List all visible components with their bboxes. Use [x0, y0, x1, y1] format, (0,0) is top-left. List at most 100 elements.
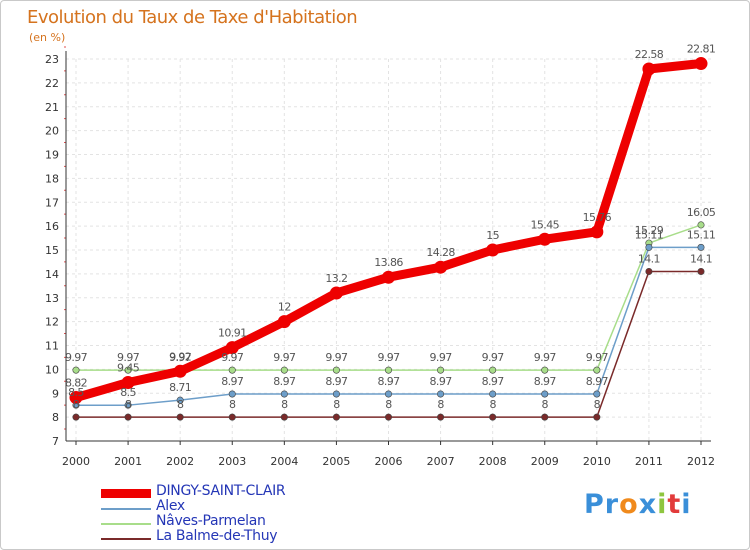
x-tick-label: 2001: [114, 455, 142, 468]
data-label-dingy-saint-clair: 13.2: [325, 272, 347, 285]
data-label-dingy-saint-clair: 22.81: [687, 43, 716, 56]
legend-label: Nâves-Parmelan: [156, 513, 266, 529]
data-label-dingy-saint-clair: 9.92: [169, 350, 191, 363]
data-point-dingy-saint-clair: [642, 62, 656, 76]
data-point-naves-parmelan: [697, 221, 705, 229]
data-label-la-balme-de-thuy: 8: [125, 398, 132, 411]
data-point-alex: [124, 401, 132, 409]
x-tick-label: 2002: [166, 455, 194, 468]
legend-label: DINGY-SAINT-CLAIR: [156, 483, 286, 499]
data-label-dingy-saint-clair: 22.58: [635, 48, 664, 61]
data-point-la-balme-de-thuy: [645, 267, 653, 275]
data-label-alex: 8.97: [221, 375, 244, 388]
data-point-alex: [332, 390, 340, 398]
data-point-dingy-saint-clair: [277, 315, 291, 329]
data-point-dingy-saint-clair: [329, 286, 343, 300]
legend-item: Alex: [101, 498, 361, 516]
data-point-dingy-saint-clair: [69, 391, 83, 405]
data-point-la-balme-de-thuy: [437, 413, 445, 421]
axis-layer: 7 8 9 10 11 12 13 14 15 16 17 18 19 20 21 22 23 2000 2001 2…: [45, 46, 715, 468]
data-label-dingy-saint-clair: 8.82: [65, 377, 87, 390]
data-point-la-balme-de-thuy: [697, 267, 705, 275]
y-tick-label: 15: [45, 244, 59, 257]
x-tick-label: 2010: [583, 455, 611, 468]
data-point-dingy-saint-clair: [173, 364, 187, 378]
data-point-alex: [593, 390, 601, 398]
data-label-alex: 8.97: [482, 375, 505, 388]
y-tick-label: 20: [45, 125, 59, 138]
data-label-alex: 8.97: [534, 375, 557, 388]
legend-item: DINGY-SAINT-CLAIR: [101, 483, 361, 501]
y-tick-label: 21: [45, 101, 59, 114]
data-point-la-balme-de-thuy: [593, 413, 601, 421]
logo-letter: o: [619, 489, 639, 520]
data-point-naves-parmelan: [124, 366, 132, 374]
data-point-la-balme-de-thuy: [124, 413, 132, 421]
data-label-la-balme-de-thuy: 14.1: [690, 252, 712, 265]
data-label-la-balme-de-thuy: 8: [385, 398, 392, 411]
data-label-naves-parmelan: 9.97: [221, 351, 244, 364]
data-label-alex: 8.97: [325, 375, 348, 388]
x-tick-label: 2006: [375, 455, 403, 468]
data-point-alex: [697, 243, 705, 251]
data-point-dingy-saint-clair: [121, 376, 135, 390]
y-tick-label: 11: [45, 340, 59, 353]
logo-letter: i: [657, 489, 668, 520]
data-label-dingy-saint-clair: 15: [486, 229, 499, 242]
proxiti-logo: Proxiti: [584, 489, 692, 520]
data-label-la-balme-de-thuy: 8: [229, 398, 236, 411]
y-tick-label: 22: [45, 77, 59, 90]
legend-swatch: [101, 508, 151, 510]
data-label-naves-parmelan: 15.29: [635, 224, 664, 237]
data-label-naves-parmelan: 16.05: [687, 206, 716, 219]
y-tick-label: 14: [45, 268, 59, 281]
x-tick-label: 2005: [322, 455, 350, 468]
data-label-alex: 8.97: [377, 375, 400, 388]
data-point-dingy-saint-clair: [694, 57, 708, 71]
data-label-dingy-saint-clair: 15.45: [531, 218, 560, 231]
data-label-alex: 8.97: [586, 375, 609, 388]
data-label-naves-parmelan: 9.97: [430, 351, 453, 364]
data-point-naves-parmelan: [593, 366, 601, 374]
y-tick-label: 17: [45, 196, 59, 209]
x-tick-label: 2007: [427, 455, 455, 468]
legend-swatch: [101, 538, 151, 540]
y-tick-label: 12: [45, 316, 59, 329]
data-label-la-balme-de-thuy: 8: [281, 398, 288, 411]
data-point-la-balme-de-thuy: [541, 413, 549, 421]
data-label-alex: 15.11: [635, 228, 664, 241]
logo-letter: x: [638, 489, 658, 520]
data-label-alex: 8.97: [273, 375, 296, 388]
data-point-la-balme-de-thuy: [228, 413, 236, 421]
data-point-naves-parmelan: [541, 366, 549, 374]
data-point-alex: [176, 396, 184, 404]
data-label-layer: 8 8 8 8 8 8 8 8 8 8 814.1 14.19.97 9.97 9.97 9.97 9.97 9…: [65, 43, 716, 412]
logo-letter: r: [604, 489, 620, 520]
data-point-alex: [489, 390, 497, 398]
x-tick-label: 2011: [635, 455, 663, 468]
data-label-dingy-saint-clair: 12: [278, 301, 291, 314]
x-tick-label: 2008: [479, 455, 507, 468]
data-label-la-balme-de-thuy: 8: [542, 398, 549, 411]
data-point-dingy-saint-clair: [538, 232, 552, 246]
legend-label: La Balme-de-Thuy: [156, 528, 278, 544]
data-label-naves-parmelan: 9.97: [273, 351, 296, 364]
data-label-alex: 8.5: [68, 386, 84, 399]
y-tick-label: 23: [45, 53, 59, 66]
data-point-naves-parmelan: [437, 366, 445, 374]
chart-title: Evolution du Taux de Taxe d'Habitation: [27, 7, 358, 28]
data-point-alex: [228, 390, 236, 398]
data-point-la-balme-de-thuy: [489, 413, 497, 421]
logo-letter: t: [667, 489, 682, 520]
y-tick-label: 10: [45, 363, 59, 376]
data-point-la-balme-de-thuy: [280, 413, 288, 421]
legend-item: Nâves-Parmelan: [101, 513, 361, 531]
x-tick-label: 2003: [218, 455, 246, 468]
data-point-alex: [541, 390, 549, 398]
data-label-dingy-saint-clair: 15.76: [583, 211, 612, 224]
data-label-naves-parmelan: 9.97: [482, 351, 505, 364]
y-tick-label: 16: [45, 220, 59, 233]
data-label-naves-parmelan: 9.97: [377, 351, 400, 364]
data-label-la-balme-de-thuy: 8: [594, 398, 601, 411]
legend-item: La Balme-de-Thuy: [101, 528, 361, 546]
